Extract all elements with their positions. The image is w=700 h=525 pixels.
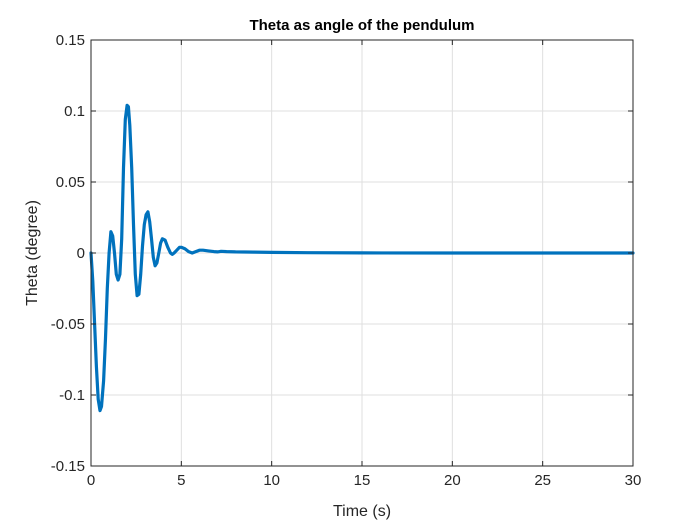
x-tick-label: 30 — [625, 472, 642, 489]
x-tick-label: 5 — [177, 472, 185, 489]
x-tick-label: 25 — [534, 472, 551, 489]
x-tick-label: 0 — [87, 472, 95, 489]
tick-layer: 0 5 10 15 20 25 30 -0.15 -0.1 -0.05 0 0.05 0.1 0.15 — [51, 32, 642, 489]
y-axis-label: Theta (degree) — [24, 200, 41, 306]
series-layer — [89, 103, 635, 413]
y-tick-label: 0.15 — [56, 32, 85, 49]
y-tick-label: -0.1 — [59, 387, 85, 404]
x-axis-label: Time (s) — [333, 503, 391, 520]
chart-title: Theta as angle of the pendulum — [249, 17, 474, 34]
y-tick-label: 0 — [77, 245, 85, 262]
y-tick-label: 0.05 — [56, 174, 85, 191]
x-tick-label: 20 — [444, 472, 461, 489]
y-tick-label: 0.1 — [64, 103, 85, 120]
y-tick-label: -0.15 — [51, 458, 85, 475]
x-tick-label: 15 — [354, 472, 371, 489]
y-tick-label: -0.05 — [51, 316, 85, 333]
x-tick-label: 10 — [263, 472, 280, 489]
series-line-theta — [89, 103, 635, 413]
